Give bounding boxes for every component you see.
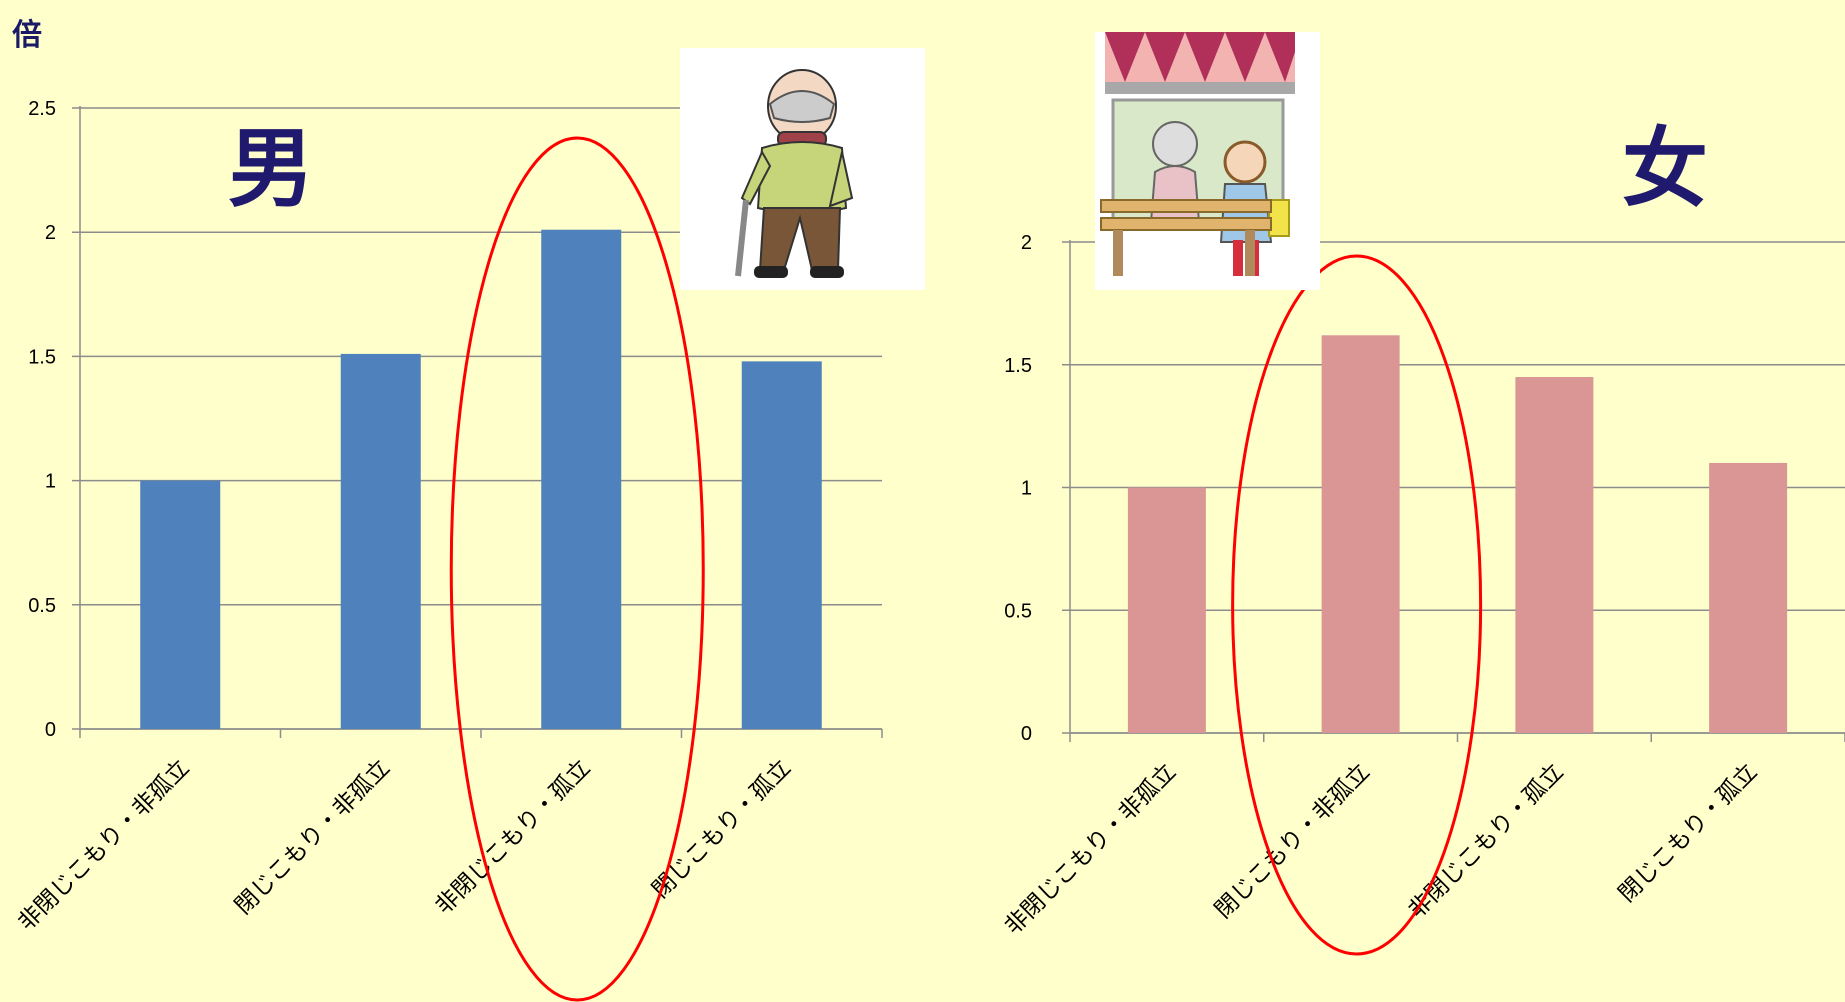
y-tick-label: 1.5	[28, 346, 56, 368]
elderly-man-illustration	[680, 48, 925, 290]
bar	[1709, 462, 1788, 733]
bar	[741, 361, 822, 729]
x-category-label: 非閉じこもり・孤立	[1404, 759, 1569, 924]
chart-female: 0 0.5 1 1.5 2 非閉じこもり・非孤立 閉じこもり・非孤立 非閉じこもり・孤立 閉じこ…	[1000, 232, 1845, 956]
y-tick-label: 2.5	[28, 98, 56, 120]
y-tick-label: 2	[45, 222, 56, 244]
elderly-women-illustration	[1095, 32, 1320, 290]
y-tick-label: 0.5	[28, 595, 56, 617]
bar	[340, 353, 421, 729]
y-tick-label: 2	[1021, 232, 1032, 254]
x-category-label: 閉じこもり・非孤立	[1210, 759, 1375, 924]
bar	[140, 480, 221, 729]
x-category-label: 非閉じこもり・非孤立	[13, 755, 194, 936]
y-tick-label: 1.5	[1004, 355, 1032, 377]
bar	[1515, 377, 1594, 733]
y-tick-label: 0.5	[1004, 600, 1032, 622]
bar	[1321, 335, 1400, 733]
bar	[1127, 487, 1206, 733]
y-tick-label: 0	[45, 719, 56, 741]
highlight-ellipse	[1231, 254, 1483, 956]
y-tick-label: 1	[45, 471, 56, 493]
y-tick-label: 0	[1021, 723, 1032, 745]
x-category-label: 非閉じこもり・孤立	[431, 755, 596, 920]
female-label: 女	[1622, 119, 1708, 219]
x-category-label: 閉じこもり・孤立	[1614, 759, 1762, 907]
highlight-ellipse	[449, 136, 705, 1002]
y-tick-label: 1	[1021, 478, 1032, 500]
bar	[541, 229, 622, 729]
male-label: 男	[228, 119, 314, 219]
x-category-label: 閉じこもり・孤立	[648, 755, 796, 903]
y-unit-label: 倍	[12, 18, 42, 53]
x-category-label: 非閉じこもり・非孤立	[1000, 759, 1181, 940]
x-category-label: 閉じこもり・非孤立	[230, 755, 395, 920]
